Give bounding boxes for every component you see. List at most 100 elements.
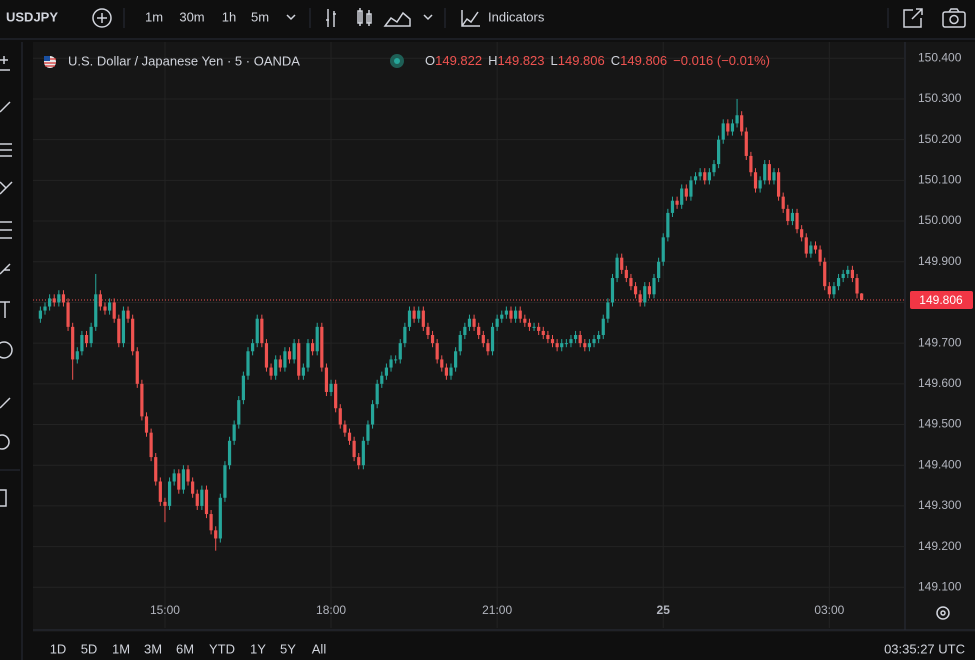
trendline-tool[interactable] [0,101,11,113]
range-button[interactable]: All [312,641,327,656]
candle-body [712,164,716,173]
candle-body [292,343,296,360]
y-tick-label: 149.400 [918,457,962,471]
interval-button[interactable]: 1m [145,9,163,24]
add-symbol-icon[interactable] [92,8,112,28]
range-button[interactable]: 3M [144,641,162,656]
magnet-tool[interactable] [0,489,7,507]
candle-body [454,351,458,368]
candle-body [163,501,167,506]
candle-body [753,172,758,189]
text-tool[interactable] [0,301,10,318]
candle-body [80,335,84,352]
open-value: 149.822 [435,53,482,68]
candle-body [735,115,739,124]
y-tick-label: 149.500 [918,417,962,431]
legend: U.S. Dollar / Japanese Yen · 5 · OANDA O… [44,53,770,68]
y-tick-label: 149.200 [918,539,962,553]
y-tick-label: 149.900 [918,254,962,268]
candle-body [615,257,619,279]
candle-body [227,440,232,466]
candle-body [500,314,504,319]
y-tick-label: 149.600 [918,376,962,390]
candle-body [297,343,301,376]
x-tick-label: 21:00 [482,603,512,617]
candle-body [721,123,725,140]
candle-body [301,367,305,376]
candle-body [823,261,827,287]
range-button[interactable]: 1M [112,641,130,656]
candle-body [740,115,744,132]
candle-body [781,196,785,209]
candle-body [633,286,638,295]
candle-body [550,339,555,344]
candle-body [657,261,661,279]
projection-tool[interactable] [0,221,12,239]
cursor-tool[interactable] [0,56,10,71]
range-button[interactable]: 1Y [250,641,266,656]
ruler-tool[interactable] [0,397,11,409]
candle-body [131,318,135,352]
candle-body [121,310,126,344]
symbol[interactable]: USDJPY [6,9,58,24]
ohlc-label: C [611,53,620,68]
range-button[interactable]: 6M [176,641,194,656]
candles [38,98,864,551]
range-button[interactable]: 1D [50,641,67,656]
candle-body [315,326,319,352]
candle-style-icon[interactable] [357,8,372,26]
range-bar: 03:35:27 UTC 1D 5D 1M 3M 6M YTD 1Y 5Y All [50,641,965,656]
candle-body [795,212,799,230]
candle-body [689,180,693,197]
indicators-button[interactable]: Indicators [488,9,545,24]
zoom-tool[interactable] [0,434,10,450]
settings-icon[interactable] [936,606,950,620]
candle-body [283,351,287,368]
style-dropdown[interactable] [423,14,433,21]
candle-body [818,249,822,262]
screenshot-icon[interactable] [942,8,966,28]
candle-body [537,326,541,331]
candle-body [583,343,587,348]
candle-body [191,481,195,494]
candle-body [435,343,439,360]
candle-body [444,367,448,376]
candle-body [94,294,98,327]
candle-body [338,408,342,425]
change-value: −0.016 (−0.01%) [673,53,770,68]
interval-button[interactable]: 30m [179,9,204,24]
candle-body [850,269,855,279]
candle-body [786,208,790,222]
candle-body [477,326,481,335]
interval-button[interactable]: 5m [251,9,269,24]
candle-body [361,440,365,466]
candle-body [421,310,425,327]
interval-button[interactable]: 1h [222,9,236,24]
area-style-icon[interactable] [383,11,411,27]
range-button[interactable]: 5Y [280,641,296,656]
interval-dropdown[interactable] [286,14,296,21]
indicators-icon[interactable] [461,10,480,27]
brush-tool[interactable] [0,263,11,275]
emoji-tool[interactable] [0,341,13,359]
candle-body [57,294,61,303]
candle-body [251,343,255,352]
fullscreen-icon[interactable] [903,8,923,28]
chart-title: U.S. Dollar / Japanese Yen · 5 · OANDA [68,53,300,68]
candle-body [790,212,795,222]
bar-style-icon[interactable] [326,9,336,27]
y-tick-label: 150.400 [918,50,962,64]
range-button[interactable]: 5D [81,641,98,656]
candle-body [763,164,767,181]
candle-body [527,322,532,327]
candle-body [855,278,859,294]
range-button[interactable]: YTD [209,641,235,656]
pattern-tool[interactable] [0,181,13,195]
candle-body [629,278,633,287]
candle-body [407,310,412,327]
candle-body [813,245,818,250]
candle-body [800,229,804,238]
fib-tool[interactable] [0,143,12,157]
drawing-toolbar [0,42,23,660]
